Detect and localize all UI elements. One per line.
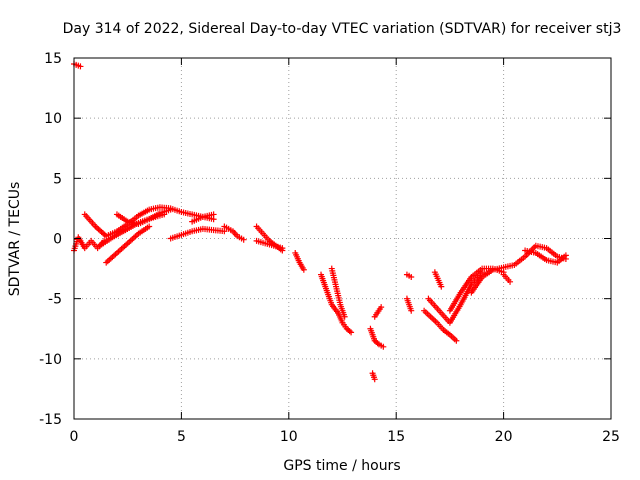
data-point xyxy=(146,223,153,230)
axis-ticks xyxy=(73,57,612,420)
data-point xyxy=(507,278,514,285)
x-tick-label: 10 xyxy=(280,429,298,445)
data-point xyxy=(300,266,307,273)
data-point xyxy=(348,329,355,336)
x-tick-labels: 0 5 10 15 20 25 xyxy=(70,429,620,445)
y-tick-label: -15 xyxy=(39,412,62,428)
data-point xyxy=(453,337,460,344)
x-tick-label: 25 xyxy=(602,429,620,445)
x-tick-label: 5 xyxy=(177,429,186,445)
data-point xyxy=(77,63,84,70)
x-axis-label: GPS time / hours xyxy=(283,458,400,474)
data-point xyxy=(380,343,387,350)
y-axis-label: SDTVAR / TECUs xyxy=(7,182,23,297)
data-point xyxy=(167,206,174,213)
y-tick-label: 5 xyxy=(53,171,62,187)
y-tick-labels: -15 -10 -5 0 5 10 15 xyxy=(39,51,62,428)
data-point xyxy=(408,274,415,281)
y-tick-label: 0 xyxy=(53,232,62,248)
y-tick-label: -10 xyxy=(39,352,62,368)
x-tick-label: 15 xyxy=(387,429,405,445)
y-tick-label: 10 xyxy=(44,111,62,127)
y-tick-label: 15 xyxy=(44,51,62,67)
data-points xyxy=(71,61,569,383)
chart-title: Day 314 of 2022, Sidereal Day-to-day VTE… xyxy=(63,21,622,37)
data-point xyxy=(240,236,247,243)
y-tick-label: -5 xyxy=(48,292,62,308)
data-point xyxy=(562,252,569,259)
data-point xyxy=(438,283,445,290)
data-point xyxy=(210,211,217,218)
data-point xyxy=(341,313,348,320)
data-point xyxy=(371,376,378,383)
data-point xyxy=(408,307,415,314)
data-point xyxy=(378,304,385,311)
x-tick-label: 20 xyxy=(495,429,513,445)
grid-lines xyxy=(74,58,611,419)
data-point xyxy=(279,245,286,252)
x-tick-label: 0 xyxy=(70,429,79,445)
